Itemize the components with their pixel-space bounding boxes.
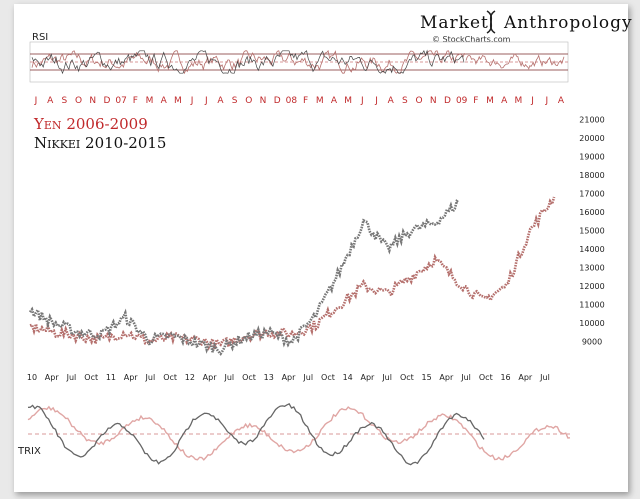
rsi-month-label: M <box>515 96 523 106</box>
rsi-month-label: O <box>75 96 82 106</box>
price-x-tick-label: Apr <box>439 373 454 382</box>
rsi-month-label: N <box>260 96 267 106</box>
rsi-month-label: N <box>89 96 96 106</box>
brand-market: Market <box>420 13 489 33</box>
price-y-tick-label: 20000 <box>579 134 604 143</box>
price-y-tick-label: 15000 <box>579 226 604 235</box>
price-x-tick-label: 16 <box>500 373 510 382</box>
rsi-month-label: M <box>174 96 182 106</box>
rsi-month-label: A <box>501 96 508 106</box>
chart-frame: Market Anthropology © StockCharts.com RS… <box>14 4 632 492</box>
price-y-tick-label: 12000 <box>579 282 604 291</box>
price-x-tick-label: Apr <box>361 373 376 382</box>
legend-yen: Yen 2006-2009 <box>34 115 148 133</box>
legend-nikkei: Nikkei 2010-2015 <box>34 134 167 152</box>
price-x-tick-label: Jul <box>460 373 471 382</box>
rsi-month-label: J <box>530 96 534 106</box>
rsi-month-label: N <box>430 96 437 106</box>
rsi-month-label: J <box>190 96 194 106</box>
rsi-month-label: 08 <box>286 96 298 106</box>
price-x-tick-label: Oct <box>479 373 493 382</box>
price-x-tick-label: Oct <box>321 373 335 382</box>
price-x-tick-label: Oct <box>84 373 98 382</box>
rsi-month-label: A <box>217 96 224 106</box>
trix-nikkei-line <box>27 402 485 466</box>
rsi-month-label: M <box>344 96 352 106</box>
rsi-month-label: 07 <box>115 96 126 106</box>
dna-logo-icon <box>484 10 498 34</box>
price-x-tick-label: Jul <box>66 373 77 382</box>
price-x-tick-label: 12 <box>185 373 195 382</box>
yen-price-line <box>29 196 556 351</box>
rsi-nikkei-line <box>31 49 465 75</box>
price-y-tick-label: 19000 <box>579 152 604 161</box>
rsi-month-label: S <box>232 96 238 106</box>
price-x-tick-label: Jul <box>223 373 234 382</box>
rsi-month-label: A <box>47 96 54 106</box>
price-x-tick-label: Oct <box>400 373 414 382</box>
rsi-month-label: A <box>388 96 395 106</box>
rsi-month-label: M <box>316 96 324 106</box>
nikkei-price-line <box>28 199 460 356</box>
price-y-tick-label: 17000 <box>579 189 604 198</box>
price-y-tick-label: 21000 <box>579 115 604 124</box>
trix-title: TRIX <box>18 446 41 457</box>
price-x-tick-label: 13 <box>264 373 274 382</box>
rsi-month-label: S <box>62 96 68 106</box>
rsi-month-label: M <box>486 96 494 106</box>
price-x-tick-label: Oct <box>163 373 177 382</box>
rsi-yen-line <box>31 49 467 75</box>
rsi-month-label: J <box>360 96 364 106</box>
price-y-tick-label: 18000 <box>579 171 604 180</box>
rsi-month-label: F <box>303 96 308 106</box>
price-x-tick-label: Apr <box>203 373 218 382</box>
price-x-tick-label: 11 <box>106 373 116 382</box>
trix-yen-line <box>27 405 571 461</box>
price-y-tick-label: 11000 <box>579 300 604 309</box>
price-x-tick-label: Oct <box>242 373 256 382</box>
rsi-month-label: A <box>161 96 168 106</box>
rsi-title: RSI <box>32 32 49 43</box>
chart-svg: J A S O N D 07 F M A M J J A S O N D 08 F M A M J J A S O N D 09 F M A M J J… <box>27 41 605 466</box>
rsi-month-label: S <box>402 96 408 106</box>
rsi-month-label: J <box>544 96 548 106</box>
price-x-tick-label: Jul <box>381 373 392 382</box>
price-x-tick-label: Apr <box>45 373 60 382</box>
rsi-month-label: J <box>34 96 38 106</box>
rsi-month-label: 09 <box>456 96 468 106</box>
price-x-tick-label: Jul <box>302 373 313 382</box>
price-x-tick-label: 15 <box>422 373 432 382</box>
rsi-month-label: D <box>274 96 281 106</box>
rsi-month-label: A <box>558 96 565 106</box>
rsi-month-label: O <box>416 96 423 106</box>
price-x-tick-label: 10 <box>27 373 37 382</box>
rsi-month-label: D <box>103 96 110 106</box>
rsi-month-label: O <box>245 96 252 106</box>
rsi-month-label: J <box>204 96 208 106</box>
price-y-tick-label: 16000 <box>579 208 604 217</box>
rsi-month-label: A <box>331 96 338 106</box>
price-x-tick-label: Jul <box>145 373 156 382</box>
source-credit: © StockCharts.com <box>432 35 511 44</box>
price-x-tick-label: Apr <box>124 373 139 382</box>
rsi-month-label: J <box>374 96 378 106</box>
rsi-month-label: F <box>133 96 138 106</box>
rsi-month-label: F <box>473 96 478 106</box>
price-y-tick-label: 9000 <box>582 337 602 346</box>
rsi-month-label: M <box>146 96 154 106</box>
price-x-tick-label: 14 <box>343 373 353 382</box>
price-y-tick-label: 10000 <box>579 319 604 328</box>
price-x-tick-label: Apr <box>518 373 533 382</box>
price-x-tick-label: Jul <box>539 373 550 382</box>
price-x-tick-label: Apr <box>282 373 297 382</box>
rsi-yen-line-recent <box>465 53 565 70</box>
price-y-tick-label: 14000 <box>579 245 604 254</box>
brand-anthropology: Anthropology <box>504 13 633 33</box>
rsi-month-label: D <box>444 96 451 106</box>
price-y-tick-label: 13000 <box>579 263 604 272</box>
